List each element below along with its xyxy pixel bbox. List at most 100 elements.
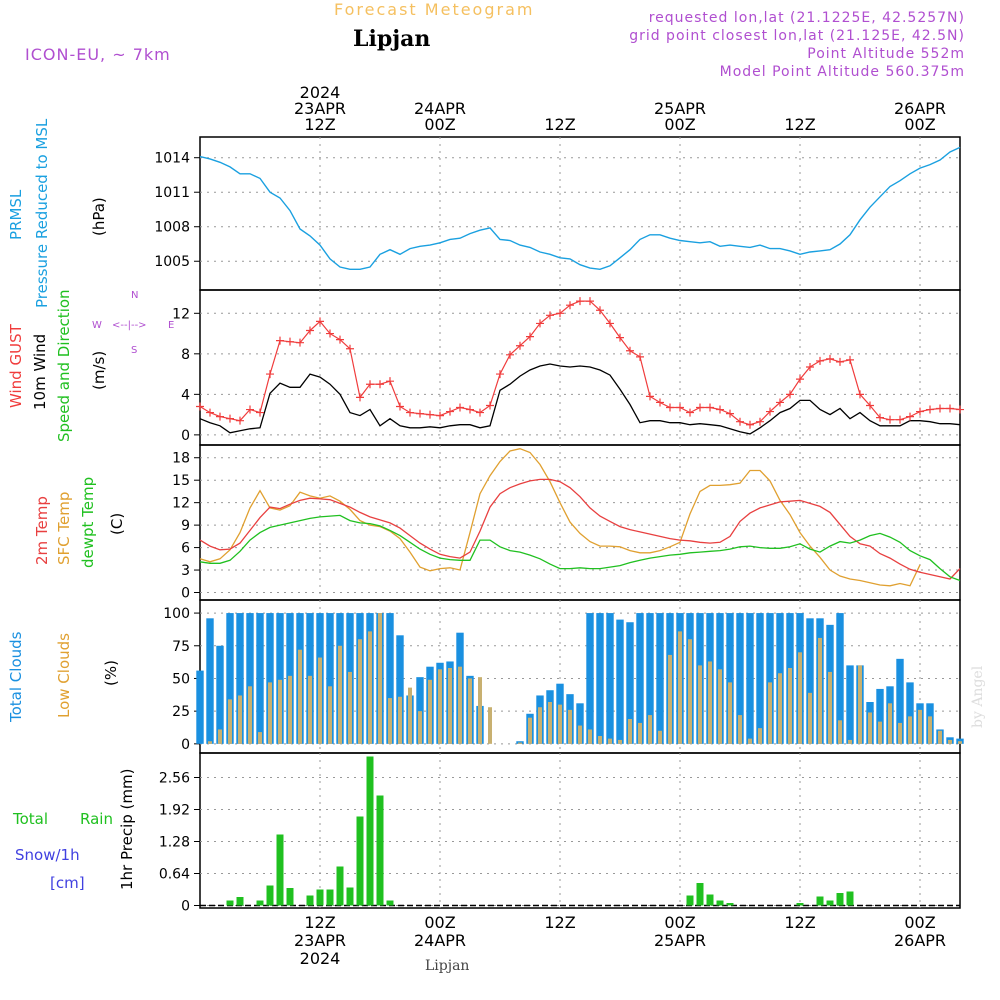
total-cloud-bar xyxy=(256,613,264,744)
low-cloud-bar xyxy=(598,736,602,744)
low-cloud-bar xyxy=(768,682,772,744)
low-cloud-bar xyxy=(218,729,222,744)
bottom-time-label: 12Z xyxy=(784,913,815,932)
total-cloud-bar xyxy=(206,618,214,744)
rain-bar xyxy=(726,903,734,906)
low-cloud-bar xyxy=(588,729,592,744)
total-cloud-bar xyxy=(326,613,334,744)
low-cloud-bar xyxy=(418,711,422,744)
gust-marker xyxy=(226,414,234,423)
low-cloud-bar xyxy=(368,631,372,744)
total-cloud-bar xyxy=(766,613,774,744)
gust-marker xyxy=(196,402,204,411)
point-altitude: Point Altitude 552m xyxy=(807,46,965,62)
total-cloud-bar xyxy=(636,613,644,744)
total-cloud-bar xyxy=(626,622,634,744)
y-tick-label: 1.28 xyxy=(159,835,190,851)
bottom-time-label: 25APR xyxy=(654,931,706,950)
low-cloud-bar xyxy=(358,639,362,744)
gust-marker xyxy=(466,405,474,414)
model-altitude: Model Point Altitude 560.375m xyxy=(719,64,965,80)
bottom-time-label: 12Z xyxy=(544,913,575,932)
top-time-label: 26APR xyxy=(894,99,946,118)
gust-marker xyxy=(216,412,224,421)
rain-bar xyxy=(816,896,824,906)
gust-marker xyxy=(866,401,874,410)
low-cloud-bar xyxy=(718,669,722,744)
gust-marker xyxy=(526,332,534,341)
low-cloud-bar xyxy=(408,687,412,744)
bottom-time-label: 12Z xyxy=(304,913,335,932)
gust-marker xyxy=(286,337,294,346)
gust-marker xyxy=(756,417,764,426)
total-cloud-bar xyxy=(736,613,744,744)
low-cloud-bar xyxy=(638,722,642,744)
total-cloud-bar xyxy=(876,688,884,744)
low-cloud-bar xyxy=(908,716,912,744)
low-cloud-bar xyxy=(618,739,622,744)
gust-marker xyxy=(836,357,844,366)
gust-marker xyxy=(946,404,954,413)
total-cloud-bar xyxy=(906,682,914,744)
gust-marker xyxy=(826,354,834,363)
y-tick-label: 1011 xyxy=(154,185,190,201)
gust-marker xyxy=(906,412,914,421)
rain-bar xyxy=(276,834,284,906)
y-tick-label: 1008 xyxy=(154,220,190,236)
y-tick-label: 2.56 xyxy=(159,771,190,787)
gust-marker xyxy=(556,309,564,318)
bottom-time-label: 23APR xyxy=(294,931,346,950)
low-cloud-bar xyxy=(778,673,782,744)
total-cloud-bar xyxy=(226,613,234,744)
low-cloud-bar xyxy=(738,715,742,744)
top-time-label: 12Z xyxy=(544,115,575,134)
rain-bar xyxy=(836,893,844,906)
rain-bar xyxy=(716,900,724,906)
rain-bar xyxy=(366,756,374,906)
low-cloud-bar xyxy=(568,709,572,744)
compass-e: E xyxy=(168,320,175,331)
y-tick-label: 12 xyxy=(172,306,190,322)
low-cloud-bar xyxy=(268,682,272,744)
low-cloud-bar xyxy=(758,728,762,744)
rain-bar xyxy=(326,889,334,906)
top-time-label: 00Z xyxy=(664,115,695,134)
y-tick-label: 1.92 xyxy=(159,803,190,819)
low-cloud-bar xyxy=(788,668,792,744)
bottom-time-label: 00Z xyxy=(904,913,935,932)
low-cloud-bar xyxy=(578,725,582,744)
top-time-label: 25APR xyxy=(654,99,706,118)
gust-marker xyxy=(696,403,704,412)
gust-marker xyxy=(376,380,384,389)
gust-marker xyxy=(616,333,624,342)
gust-marker xyxy=(936,404,944,413)
low-cloud-bar xyxy=(888,703,892,744)
requested-coordinates: requested lon,lat (21.1225E, 42.5257N) xyxy=(648,10,965,26)
low-cloud-bar xyxy=(528,717,532,744)
low-cloud-bar xyxy=(658,730,662,744)
gust-marker xyxy=(776,398,784,407)
compass-arrow: <--|--> xyxy=(112,320,147,331)
gust-marker xyxy=(846,355,854,364)
low-cloud-bar xyxy=(258,732,262,744)
gust-marker xyxy=(496,370,504,379)
y-tick-label: 15 xyxy=(172,473,190,489)
gust-marker xyxy=(566,301,574,310)
gust-marker xyxy=(676,403,684,412)
gust-marker xyxy=(456,403,464,412)
gust-marker xyxy=(536,319,544,328)
total-cloud-bar xyxy=(236,613,244,744)
low-cloud-bar xyxy=(348,671,352,744)
low-cloud-bar xyxy=(518,742,522,744)
total-cloud-bar xyxy=(576,703,584,744)
gust-marker xyxy=(706,403,714,412)
low-cloud-bar xyxy=(838,720,842,744)
low-cloud-bar xyxy=(648,715,652,744)
total-cloud-bar xyxy=(396,635,404,744)
total-cloud-bar xyxy=(616,619,624,744)
gust-marker xyxy=(916,407,924,416)
gust-marker xyxy=(236,416,244,425)
low-cloud-bar xyxy=(298,649,302,744)
low-cloud-bar xyxy=(468,678,472,744)
gust-marker xyxy=(476,408,484,417)
